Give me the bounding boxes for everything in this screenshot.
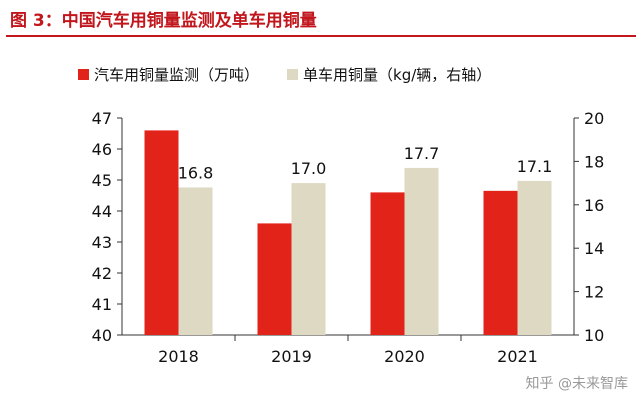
legend-label-primary: 汽车用铜量监测（万吨） [94, 65, 260, 84]
y-left-tick-label: 43 [92, 233, 112, 252]
bar-primary [370, 192, 405, 335]
watermark: 知乎 @未来智库 [525, 376, 628, 392]
bar-primary [483, 190, 518, 335]
y-right-tick-label: 10 [584, 326, 604, 345]
bar-secondary [404, 167, 439, 335]
data-label-secondary: 16.8 [178, 163, 214, 182]
y-right-tick-label: 14 [584, 239, 604, 258]
legend-item-secondary: 单车用铜量（kg/辆，右轴） [287, 64, 491, 85]
y-right-tick-label: 16 [584, 196, 604, 215]
y-right-tick-label: 12 [584, 283, 604, 302]
y-left-tick-label: 41 [92, 295, 112, 314]
data-label-secondary: 17.1 [517, 157, 553, 176]
x-tick-label: 2020 [384, 347, 425, 366]
bar-primary [144, 130, 179, 335]
bar-secondary [291, 183, 326, 335]
data-label-secondary: 17.7 [404, 144, 440, 163]
y-left-tick-label: 45 [92, 171, 112, 190]
y-left-tick-label: 44 [92, 202, 112, 221]
y-left-tick-label: 47 [92, 109, 112, 128]
bar-primary [257, 223, 292, 335]
x-tick-label: 2019 [271, 347, 312, 366]
title-divider [6, 35, 636, 37]
y-left-tick-label: 42 [92, 264, 112, 283]
legend-swatch-primary [78, 68, 89, 80]
y-left-tick-label: 46 [92, 140, 112, 159]
y-right-tick-label: 20 [584, 109, 604, 128]
chart-legend: 汽车用铜量监测（万吨） 单车用铜量（kg/辆，右轴） [78, 64, 519, 84]
legend-item-primary: 汽车用铜量监测（万吨） [78, 64, 259, 85]
data-label-secondary: 17.0 [291, 159, 327, 178]
legend-label-secondary: 单车用铜量（kg/辆，右轴） [303, 65, 492, 84]
x-tick-label: 2021 [497, 347, 538, 366]
legend-swatch-secondary [287, 68, 299, 80]
bar-secondary [178, 187, 213, 335]
y-right-tick-label: 18 [584, 152, 604, 171]
figure-title: 图 3：中国汽车用铜量监测及单车用铜量 [10, 11, 317, 31]
x-tick-label: 2018 [158, 347, 199, 366]
bar-secondary [517, 180, 552, 335]
y-left-tick-label: 40 [92, 326, 112, 345]
